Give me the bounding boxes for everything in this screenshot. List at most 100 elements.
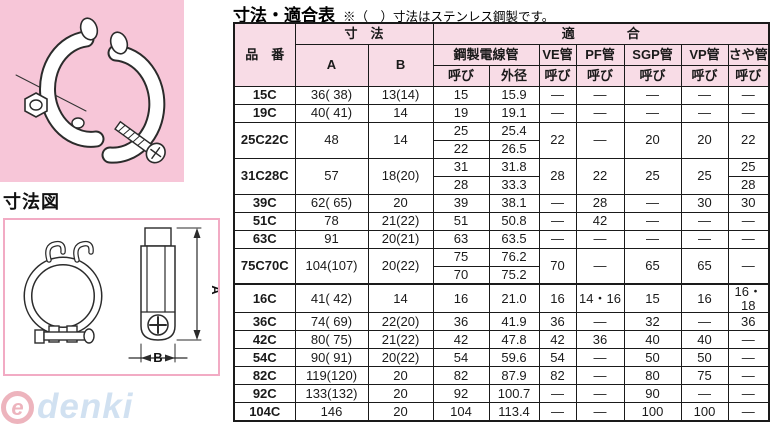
cell: 63.5	[488, 229, 540, 249]
table-row: 22 26.5	[234, 139, 769, 159]
cell: 22	[538, 121, 577, 159]
cell: 82C	[233, 366, 296, 386]
cell: —	[727, 103, 770, 123]
cell: 32	[623, 312, 682, 332]
cell: 42	[432, 330, 490, 350]
cell: —	[538, 85, 577, 105]
cell: 13(14)	[367, 85, 434, 105]
table-row: 39C 62( 65) 20 39 38.1 — 28 — 30 30	[233, 193, 770, 213]
cell: 28	[538, 157, 577, 195]
spec-table: 品 番 寸 法 適 合 A B 鋼製電線管 VE管 PF管 SGP管 VP管 さ…	[233, 22, 770, 422]
cell: 42	[575, 211, 625, 231]
col-header-dimensions: 寸 法	[294, 22, 434, 45]
cell: 47.8	[488, 330, 540, 350]
cell: 20	[367, 384, 434, 404]
cell: 15C	[233, 85, 296, 105]
cell: 41.9	[488, 312, 540, 332]
cell: 25	[680, 157, 729, 195]
edenki-logo-text: denki	[37, 387, 134, 426]
col-header-product-no: 品 番	[233, 22, 296, 87]
header-row-1: 品 番 寸 法 適 合	[233, 22, 770, 87]
cell: 40	[623, 330, 682, 350]
cell: 80( 75)	[294, 330, 369, 350]
cell: 16C	[233, 283, 296, 314]
col-header-nominal: 呼び	[727, 64, 770, 87]
cell: 75.2	[488, 265, 540, 285]
cell: 119(120)	[294, 366, 369, 386]
table-row: 31C28C 57 18(20) 31 31.8 28 22 25 25 25	[233, 157, 770, 195]
edenki-watermark: e denki	[1, 387, 133, 427]
cell: —	[538, 229, 577, 249]
cell: 92	[432, 384, 490, 404]
cell: 51C	[233, 211, 296, 231]
cell: 78	[294, 211, 369, 231]
cell: 30	[727, 193, 770, 213]
cell: 18(20)	[367, 157, 434, 195]
cell: 22	[575, 157, 625, 195]
cell: —	[680, 85, 729, 105]
cell: 31.8	[488, 157, 540, 177]
cell: 75	[680, 366, 729, 386]
cell: —	[727, 211, 770, 231]
cell: —	[623, 229, 682, 249]
table-row: 104C 146 20 104 113.4 — — 100 100 —	[233, 402, 770, 422]
cell: 92C	[233, 384, 296, 404]
cell: —	[575, 384, 625, 404]
cell: —	[680, 229, 729, 249]
table-row: 15C 36( 38) 13(14) 15 15.9 — — — — —	[233, 85, 770, 105]
cell: 65	[680, 247, 729, 285]
cell: 54	[432, 348, 490, 368]
cell: 19	[432, 103, 490, 123]
cell: 104C	[233, 402, 296, 422]
cell: 104(107)	[294, 247, 369, 285]
cell: 104	[432, 402, 490, 422]
cell: 33.3	[488, 175, 540, 195]
cell: 25C22C	[233, 121, 296, 159]
cell: 19C	[233, 103, 296, 123]
cell: 146	[294, 402, 369, 422]
cell: 87.9	[488, 366, 540, 386]
cell: —	[727, 384, 770, 404]
col-header-a: A	[294, 43, 369, 87]
cell: 28	[575, 193, 625, 213]
cell: 133(132)	[294, 384, 369, 404]
cell: 14	[367, 283, 434, 314]
cell: 91	[294, 229, 369, 249]
cell: 25	[432, 121, 490, 141]
cell: 50	[623, 348, 682, 368]
cell: 20(22)	[367, 247, 434, 285]
cell: —	[538, 193, 577, 213]
cell: 59.6	[488, 348, 540, 368]
page-title: 寸法・適合表	[233, 6, 335, 25]
cell: 14	[367, 121, 434, 159]
cell: 20	[680, 121, 729, 159]
cell: —	[538, 103, 577, 123]
cell: 16	[432, 283, 490, 314]
table-row: 82C 119(120) 20 82 87.9 82 — 80 75 —	[233, 366, 770, 386]
cell: 50	[680, 348, 729, 368]
cell: 51	[432, 211, 490, 231]
cell: 76.2	[488, 247, 540, 267]
cell: —	[727, 85, 770, 105]
cell: —	[623, 85, 682, 105]
cell: 42C	[233, 330, 296, 350]
table-row: 36C 74( 69) 22(20) 36 41.9 36 — 32 — 36	[233, 312, 770, 332]
cell: —	[575, 121, 625, 159]
title-row: 寸法・適合表 ※（ ）寸法はステンレス鋼製です。	[233, 1, 770, 26]
edenki-logo-icon: e	[1, 390, 34, 424]
cell: —	[575, 229, 625, 249]
cell: 31C28C	[233, 157, 296, 195]
cell: —	[575, 85, 625, 105]
table-row: 54C 90( 91) 20(22) 54 59.6 54 — 50 50 —	[233, 348, 770, 368]
cell: —	[727, 247, 770, 285]
cell: 20	[367, 402, 434, 422]
table-row: 28 33.3 28	[234, 175, 770, 195]
cell: 25.4	[488, 121, 540, 141]
cell: 22	[432, 139, 490, 159]
pipe-clamp-illustration	[15, 17, 166, 164]
cell: 30	[680, 193, 729, 213]
cell: 75C70C	[233, 247, 296, 285]
cell: 41( 42)	[294, 283, 369, 314]
cell: 14・16	[575, 283, 625, 314]
cell: —	[575, 348, 625, 368]
